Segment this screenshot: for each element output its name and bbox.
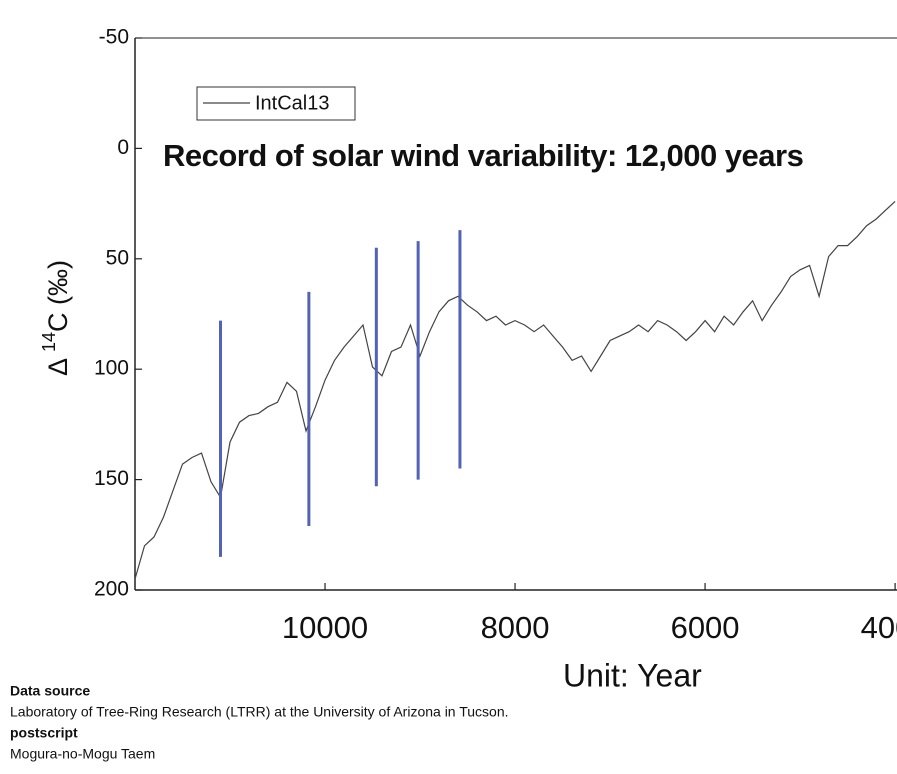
x-axis-label: Unit: Year — [563, 657, 702, 693]
y-label-symbol: Δ — [43, 358, 73, 376]
y-tick-label: 100 — [94, 357, 129, 380]
footer-heading: postscript — [10, 725, 78, 741]
footer-heading: Data source — [10, 683, 90, 699]
y-label-sup: 14 — [39, 332, 59, 352]
legend-box — [196, 86, 356, 121]
y-axis-label: Δ 14C (‰) — [39, 260, 73, 376]
y-tick-label: 0 — [117, 136, 129, 159]
footer-text: Mogura-no-Mogu Taem — [10, 746, 155, 762]
y-label-c: C (‰) — [43, 260, 73, 332]
x-tick-label: 8000 — [481, 610, 550, 645]
x-tick-label: 6000 — [671, 610, 740, 645]
chart-title: Record of solar wind variability: 12,000… — [163, 138, 803, 173]
y-axis-label-text: Δ 14C (‰) — [39, 260, 73, 376]
data-line — [134, 200, 896, 580]
y-tick-label: 200 — [94, 578, 129, 601]
y-tick-label: 50 — [106, 246, 129, 269]
y-tick-label: 150 — [94, 467, 129, 490]
x-tick-label: 10000 — [282, 610, 368, 645]
legend-label: IntCal13 — [255, 92, 330, 114]
footer-text: Laboratory of Tree-Ring Research (LTRR) … — [10, 704, 509, 720]
y-tick-label: -50 — [99, 26, 129, 49]
x-tick-label: 4000 — [861, 610, 897, 645]
